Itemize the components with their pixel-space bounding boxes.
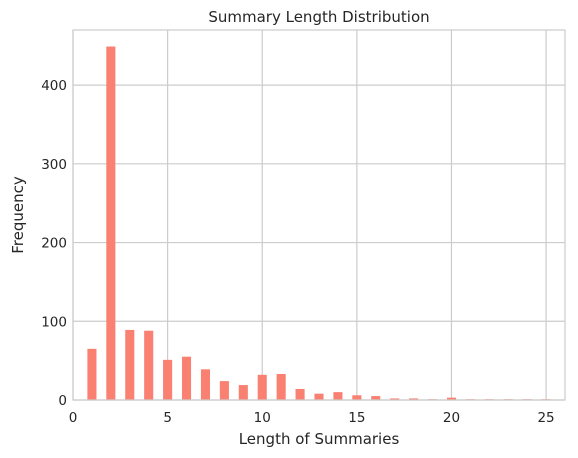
x-tick-label: 25 (537, 410, 554, 426)
histogram-bar (125, 330, 134, 400)
histogram-bar (296, 389, 305, 400)
histogram-bar (277, 374, 286, 400)
histogram-bar (352, 395, 361, 400)
x-axis-title: Length of Summaries (239, 430, 400, 448)
histogram-bar (258, 375, 267, 400)
histogram-bar (333, 392, 342, 400)
x-tick-label: 15 (348, 410, 365, 426)
y-tick-label: 0 (58, 393, 67, 409)
histogram-bar (314, 394, 323, 400)
chart-title: Summary Length Distribution (208, 8, 429, 26)
y-tick-label: 100 (41, 314, 67, 330)
y-tick-label: 400 (41, 78, 67, 94)
histogram-bar (201, 369, 210, 400)
x-tick-label: 20 (443, 410, 460, 426)
histogram-bar (239, 385, 248, 400)
x-tick-label: 5 (163, 410, 172, 426)
x-tick-label: 0 (69, 410, 78, 426)
histogram-bar (87, 349, 96, 400)
histogram-bar (144, 331, 153, 400)
x-tick-label: 10 (254, 410, 271, 426)
x-tick-labels: 0 5 10 15 20 25 (69, 410, 555, 426)
histogram-bar (220, 381, 229, 400)
histogram-bar (106, 47, 115, 400)
y-tick-label: 300 (41, 157, 67, 173)
histogram-bar (163, 360, 172, 400)
bars (87, 47, 550, 400)
y-tick-labels: 0 100 200 300 400 (41, 78, 67, 409)
y-tick-label: 200 (41, 236, 67, 252)
y-axis-title: Frequency (9, 176, 27, 254)
histogram-bar (182, 357, 191, 400)
